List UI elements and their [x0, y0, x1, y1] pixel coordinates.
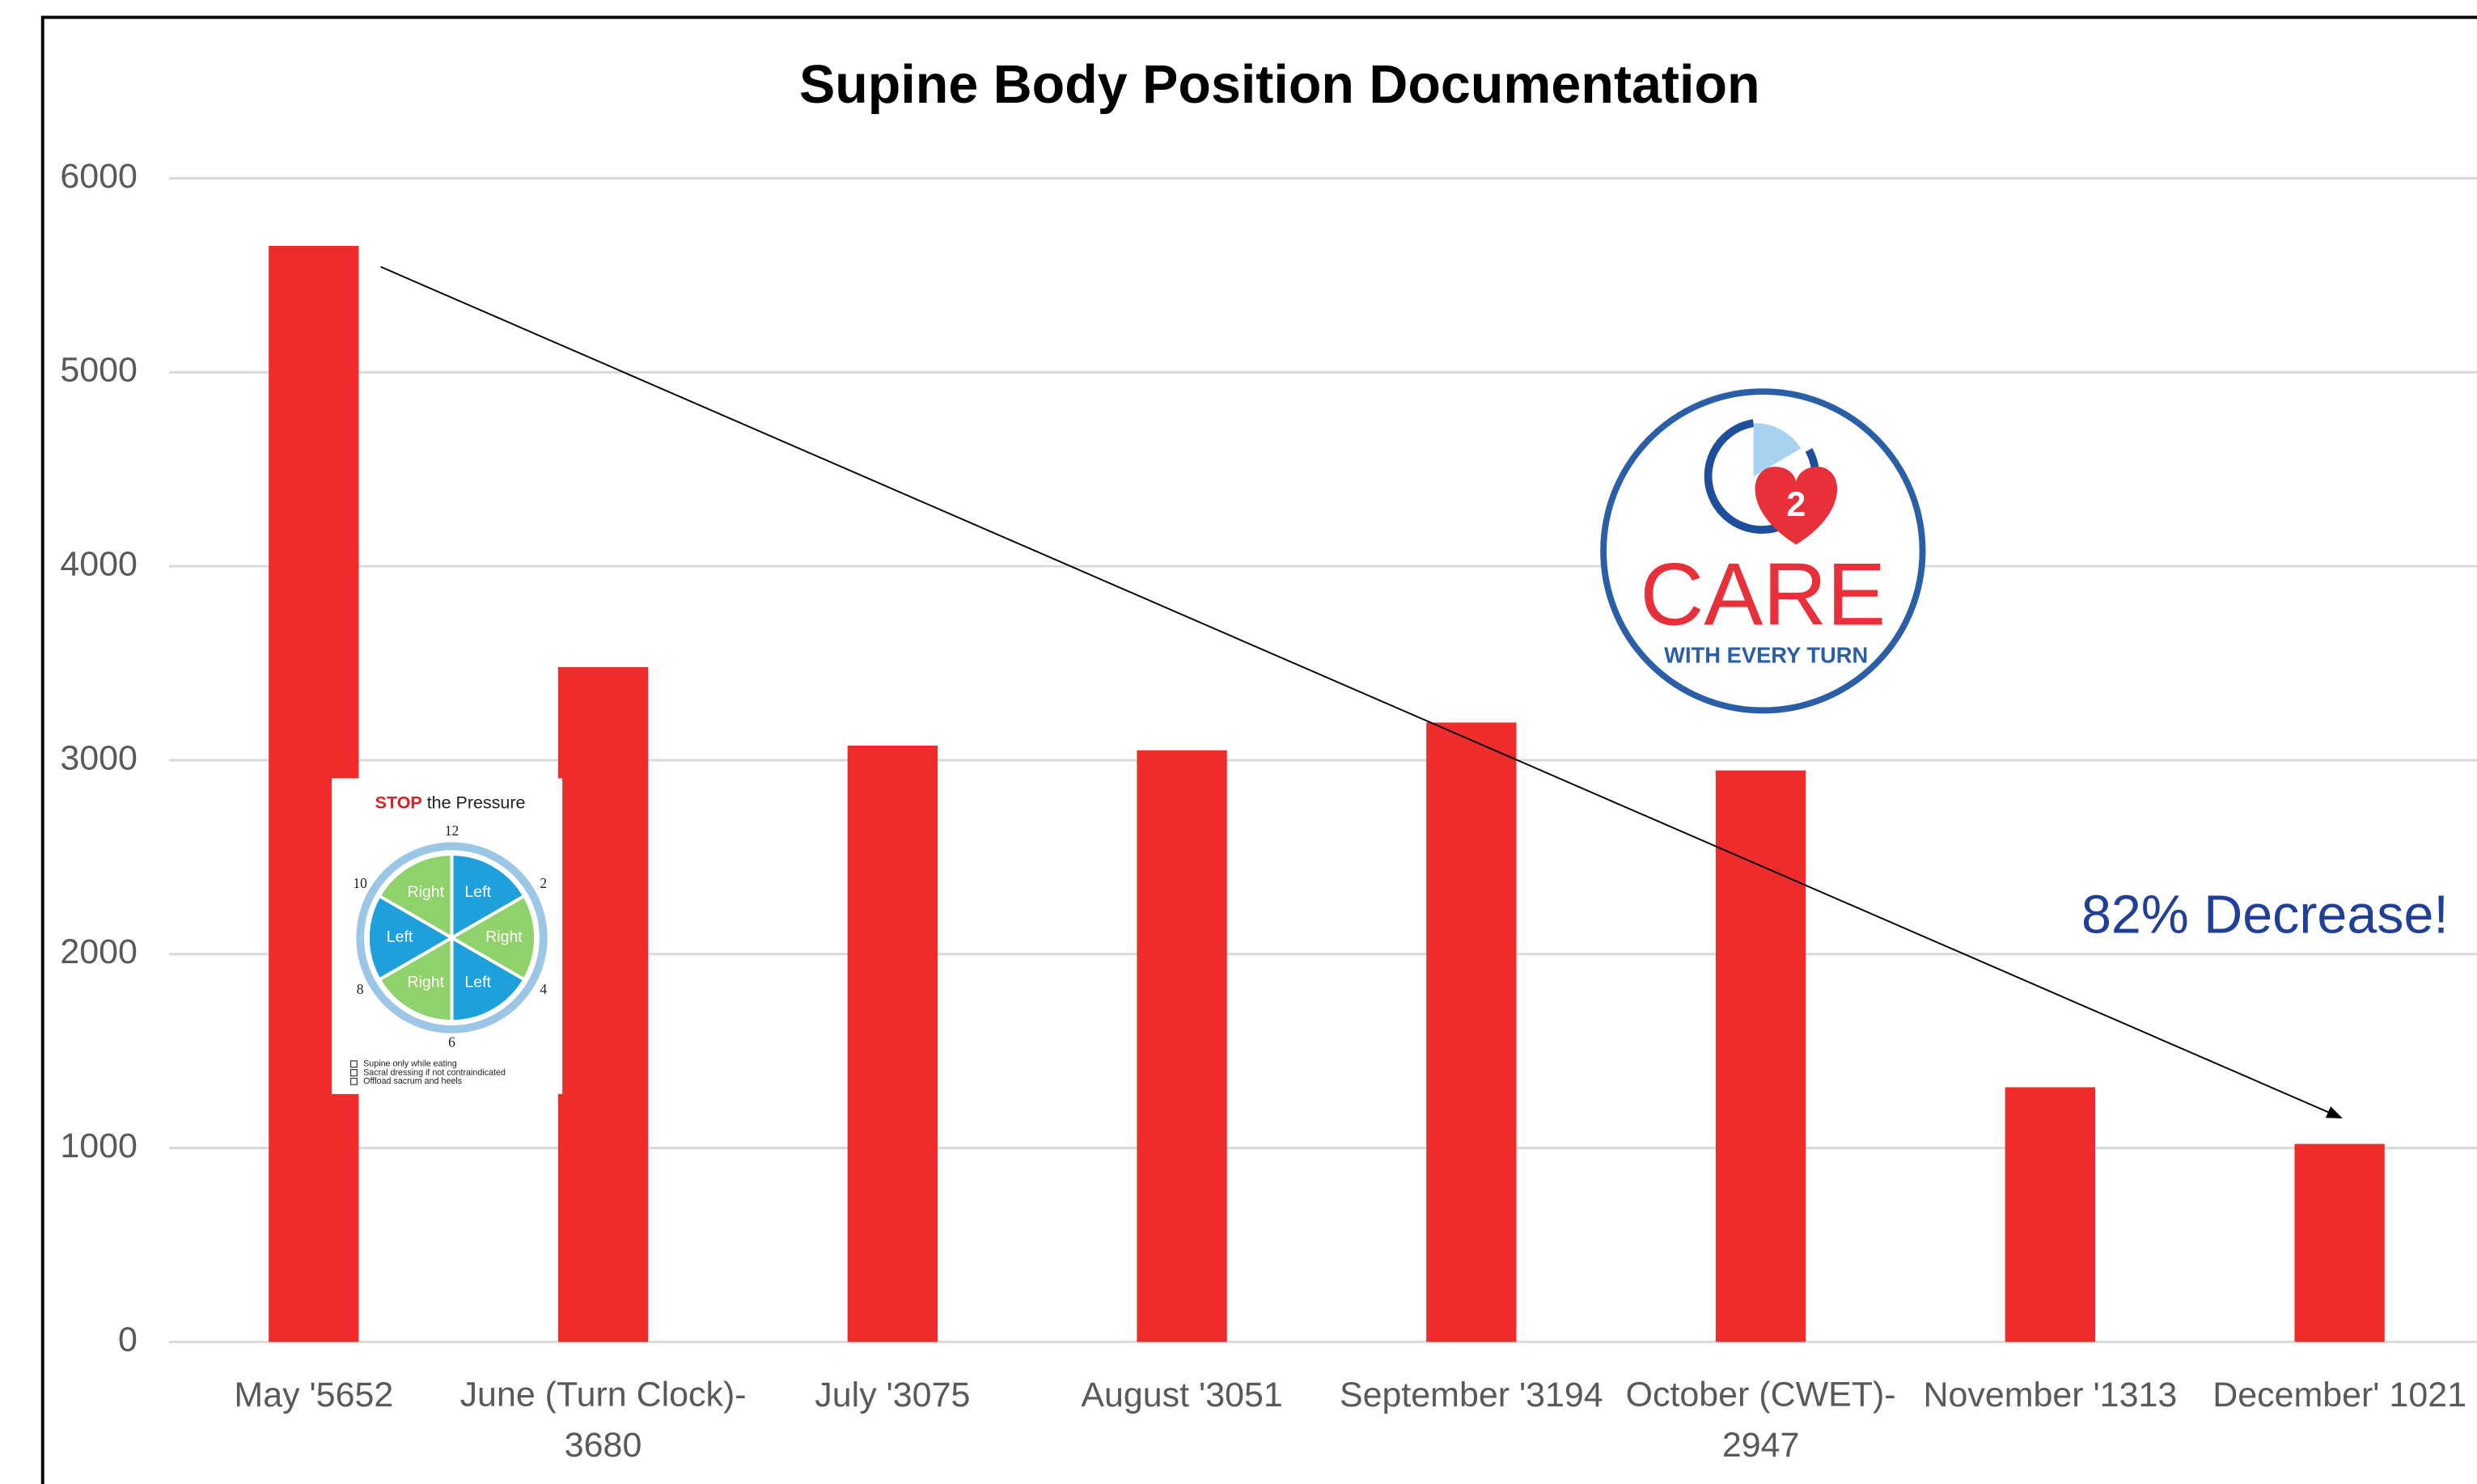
- x-tick-label: December' 1021: [2212, 1376, 2466, 1414]
- stop-rest: the Pressure: [427, 793, 526, 812]
- sector-label: Left: [464, 974, 491, 991]
- y-tick-label: 4000: [60, 545, 138, 584]
- stop-title: STOP the Pressure: [375, 793, 526, 812]
- bar: [1716, 771, 1806, 1342]
- logo-tagline: WITH EVERY TURN: [1664, 642, 1868, 667]
- x-tick-label: May '5652: [234, 1376, 393, 1414]
- chart: Supine Body Position Documentation 0 1000…: [0, 0, 2477, 1484]
- hour-label: 8: [357, 981, 364, 997]
- stop-graphic: STOP the Pressure Left Right Left Right Left…: [332, 778, 562, 1093]
- care-logo: 2 CARE WITH EVERY TURN: [1603, 391, 1922, 710]
- y-tick-label: 1000: [60, 1127, 138, 1165]
- y-tick-label: 0: [118, 1321, 138, 1359]
- bar: [1137, 750, 1226, 1342]
- checklist-item: Offload sacrum and heels: [363, 1076, 462, 1086]
- sector-label: Left: [464, 883, 491, 901]
- stop-word: STOP: [375, 793, 422, 812]
- hour-label: 10: [353, 875, 367, 891]
- x-tick-label: July '3075: [815, 1376, 970, 1414]
- y-tick-label: 3000: [60, 738, 138, 777]
- logo-word: CARE: [1640, 546, 1886, 645]
- bar: [558, 667, 648, 1342]
- hour-label: 12: [445, 822, 459, 839]
- bar: [2005, 1087, 2095, 1342]
- hour-label: 4: [540, 981, 547, 997]
- x-tick-label: August '3051: [1081, 1376, 1282, 1414]
- logo-number: 2: [1786, 485, 1806, 524]
- bar: [848, 746, 938, 1342]
- sector-label: Right: [407, 974, 444, 991]
- bar: [1426, 722, 1516, 1342]
- y-tick-label: 6000: [60, 157, 138, 196]
- x-tick-label: September '3194: [1340, 1376, 1603, 1414]
- sector-label: Right: [407, 883, 444, 901]
- annotation: 82% Decrease!: [2081, 886, 2449, 945]
- bar: [2294, 1144, 2384, 1342]
- chart-title: Supine Body Position Documentation: [799, 55, 1760, 115]
- y-tick-label: 5000: [60, 351, 138, 390]
- hour-label: 6: [448, 1034, 455, 1050]
- hour-label: 2: [540, 875, 547, 891]
- sector-label: Left: [387, 928, 413, 946]
- y-tick-label: 2000: [60, 932, 138, 971]
- x-tick-label: November '1313: [1923, 1376, 2177, 1414]
- sector-label: Right: [485, 928, 523, 946]
- page: Supine Body Position Documentation 0 1000…: [0, 0, 2477, 1484]
- background: [0, 0, 2477, 1484]
